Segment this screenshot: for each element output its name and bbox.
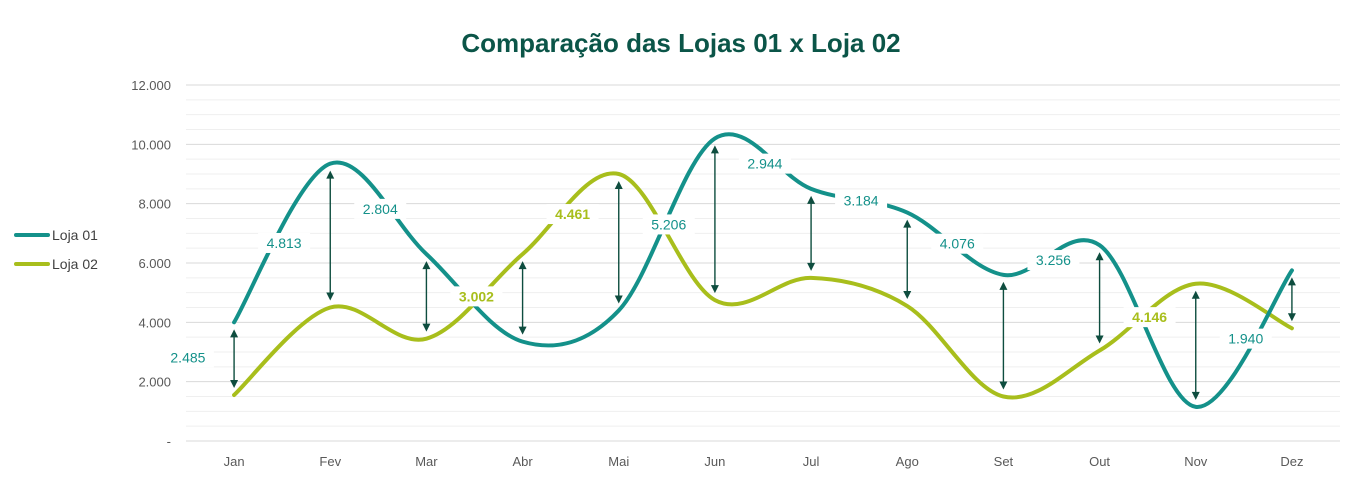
difference-label: 2.804 xyxy=(354,198,407,219)
legend: Loja 01 Loja 02 xyxy=(14,220,98,278)
difference-arrow xyxy=(807,195,816,271)
y-tick-label: 6.000 xyxy=(138,256,171,271)
difference-label: 4.076 xyxy=(931,233,984,254)
difference-label: 4.461 xyxy=(546,204,599,225)
svg-text:4.813: 4.813 xyxy=(267,235,302,251)
difference-arrow xyxy=(518,261,527,335)
legend-item-loja-01: Loja 01 xyxy=(14,220,98,249)
x-tick-label: Ago xyxy=(896,454,919,469)
difference-label: 4.813 xyxy=(258,232,311,253)
difference-label: 1.940 xyxy=(1219,328,1272,349)
legend-label-loja-02: Loja 02 xyxy=(52,255,98,272)
svg-text:5.206: 5.206 xyxy=(651,216,686,232)
x-tick-label: Nov xyxy=(1184,454,1208,469)
y-tick-label: 8.000 xyxy=(138,197,171,212)
y-tick-label: 4.000 xyxy=(138,315,171,330)
difference-arrow xyxy=(614,181,623,304)
difference-arrow xyxy=(903,219,912,300)
y-tick-label: - xyxy=(167,434,171,449)
svg-text:2.485: 2.485 xyxy=(170,349,205,365)
svg-text:3.256: 3.256 xyxy=(1036,252,1071,268)
difference-label: 3.256 xyxy=(1027,250,1080,271)
x-tick-label: Jun xyxy=(704,454,725,469)
legend-swatch-loja-02 xyxy=(14,261,50,266)
x-tick-label: Mar xyxy=(415,454,438,469)
x-tick-label: Jan xyxy=(224,454,245,469)
difference-label: 4.146 xyxy=(1123,307,1176,328)
x-axis-ticks: Jan Fev Mar Abr Mai Jun Jul Ago Set Out Nov Dez xyxy=(224,454,1304,469)
difference-arrows xyxy=(230,145,1296,400)
svg-text:4.461: 4.461 xyxy=(555,206,590,222)
difference-arrow xyxy=(230,329,239,389)
svg-text:1.940: 1.940 xyxy=(1228,331,1263,347)
x-tick-label: Set xyxy=(994,454,1014,469)
difference-arrow xyxy=(1287,277,1296,322)
svg-text:4.076: 4.076 xyxy=(940,236,975,252)
difference-arrow xyxy=(999,281,1008,390)
difference-labels: 2.485 4.813 2.804 3.002 4.461 5.206 2.944 3.184… xyxy=(161,153,1272,368)
svg-text:2.804: 2.804 xyxy=(363,201,398,217)
legend-item-loja-02: Loja 02 xyxy=(14,249,98,278)
difference-label: 3.002 xyxy=(450,286,503,307)
x-tick-label: Abr xyxy=(512,454,533,469)
series-line-loja-01 xyxy=(232,132,1294,409)
difference-arrow xyxy=(710,145,719,294)
x-tick-label: Dez xyxy=(1280,454,1303,469)
difference-label: 2.485 xyxy=(161,347,214,368)
x-tick-label: Fev xyxy=(319,454,341,469)
difference-arrow xyxy=(1095,252,1104,344)
y-axis-ticks: - 2.000 4.000 6.000 8.000 10.000 12.000 xyxy=(131,78,171,449)
difference-arrow xyxy=(1191,290,1200,400)
y-tick-label: 12.000 xyxy=(131,78,171,93)
svg-text:2.944: 2.944 xyxy=(747,156,782,172)
chart-title: Comparação das Lojas 01 x Loja 02 xyxy=(461,28,901,58)
y-tick-label: 2.000 xyxy=(138,375,171,390)
legend-swatch-loja-01 xyxy=(14,232,50,237)
difference-label: 3.184 xyxy=(835,190,888,211)
x-tick-label: Out xyxy=(1089,454,1110,469)
y-tick-label: 10.000 xyxy=(131,137,171,152)
svg-text:3.184: 3.184 xyxy=(844,193,879,209)
x-tick-label: Mai xyxy=(608,454,629,469)
legend-label-loja-01: Loja 01 xyxy=(52,226,98,243)
difference-arrow xyxy=(326,170,335,301)
difference-label: 5.206 xyxy=(642,214,695,235)
svg-text:3.002: 3.002 xyxy=(459,288,494,304)
x-tick-label: Jul xyxy=(803,454,820,469)
series-line-loja-02 xyxy=(232,171,1294,400)
series-lines xyxy=(232,132,1294,409)
gridlines xyxy=(186,84,1340,442)
svg-text:4.146: 4.146 xyxy=(1132,309,1167,325)
difference-arrow xyxy=(422,261,431,332)
difference-label: 2.944 xyxy=(738,153,791,174)
